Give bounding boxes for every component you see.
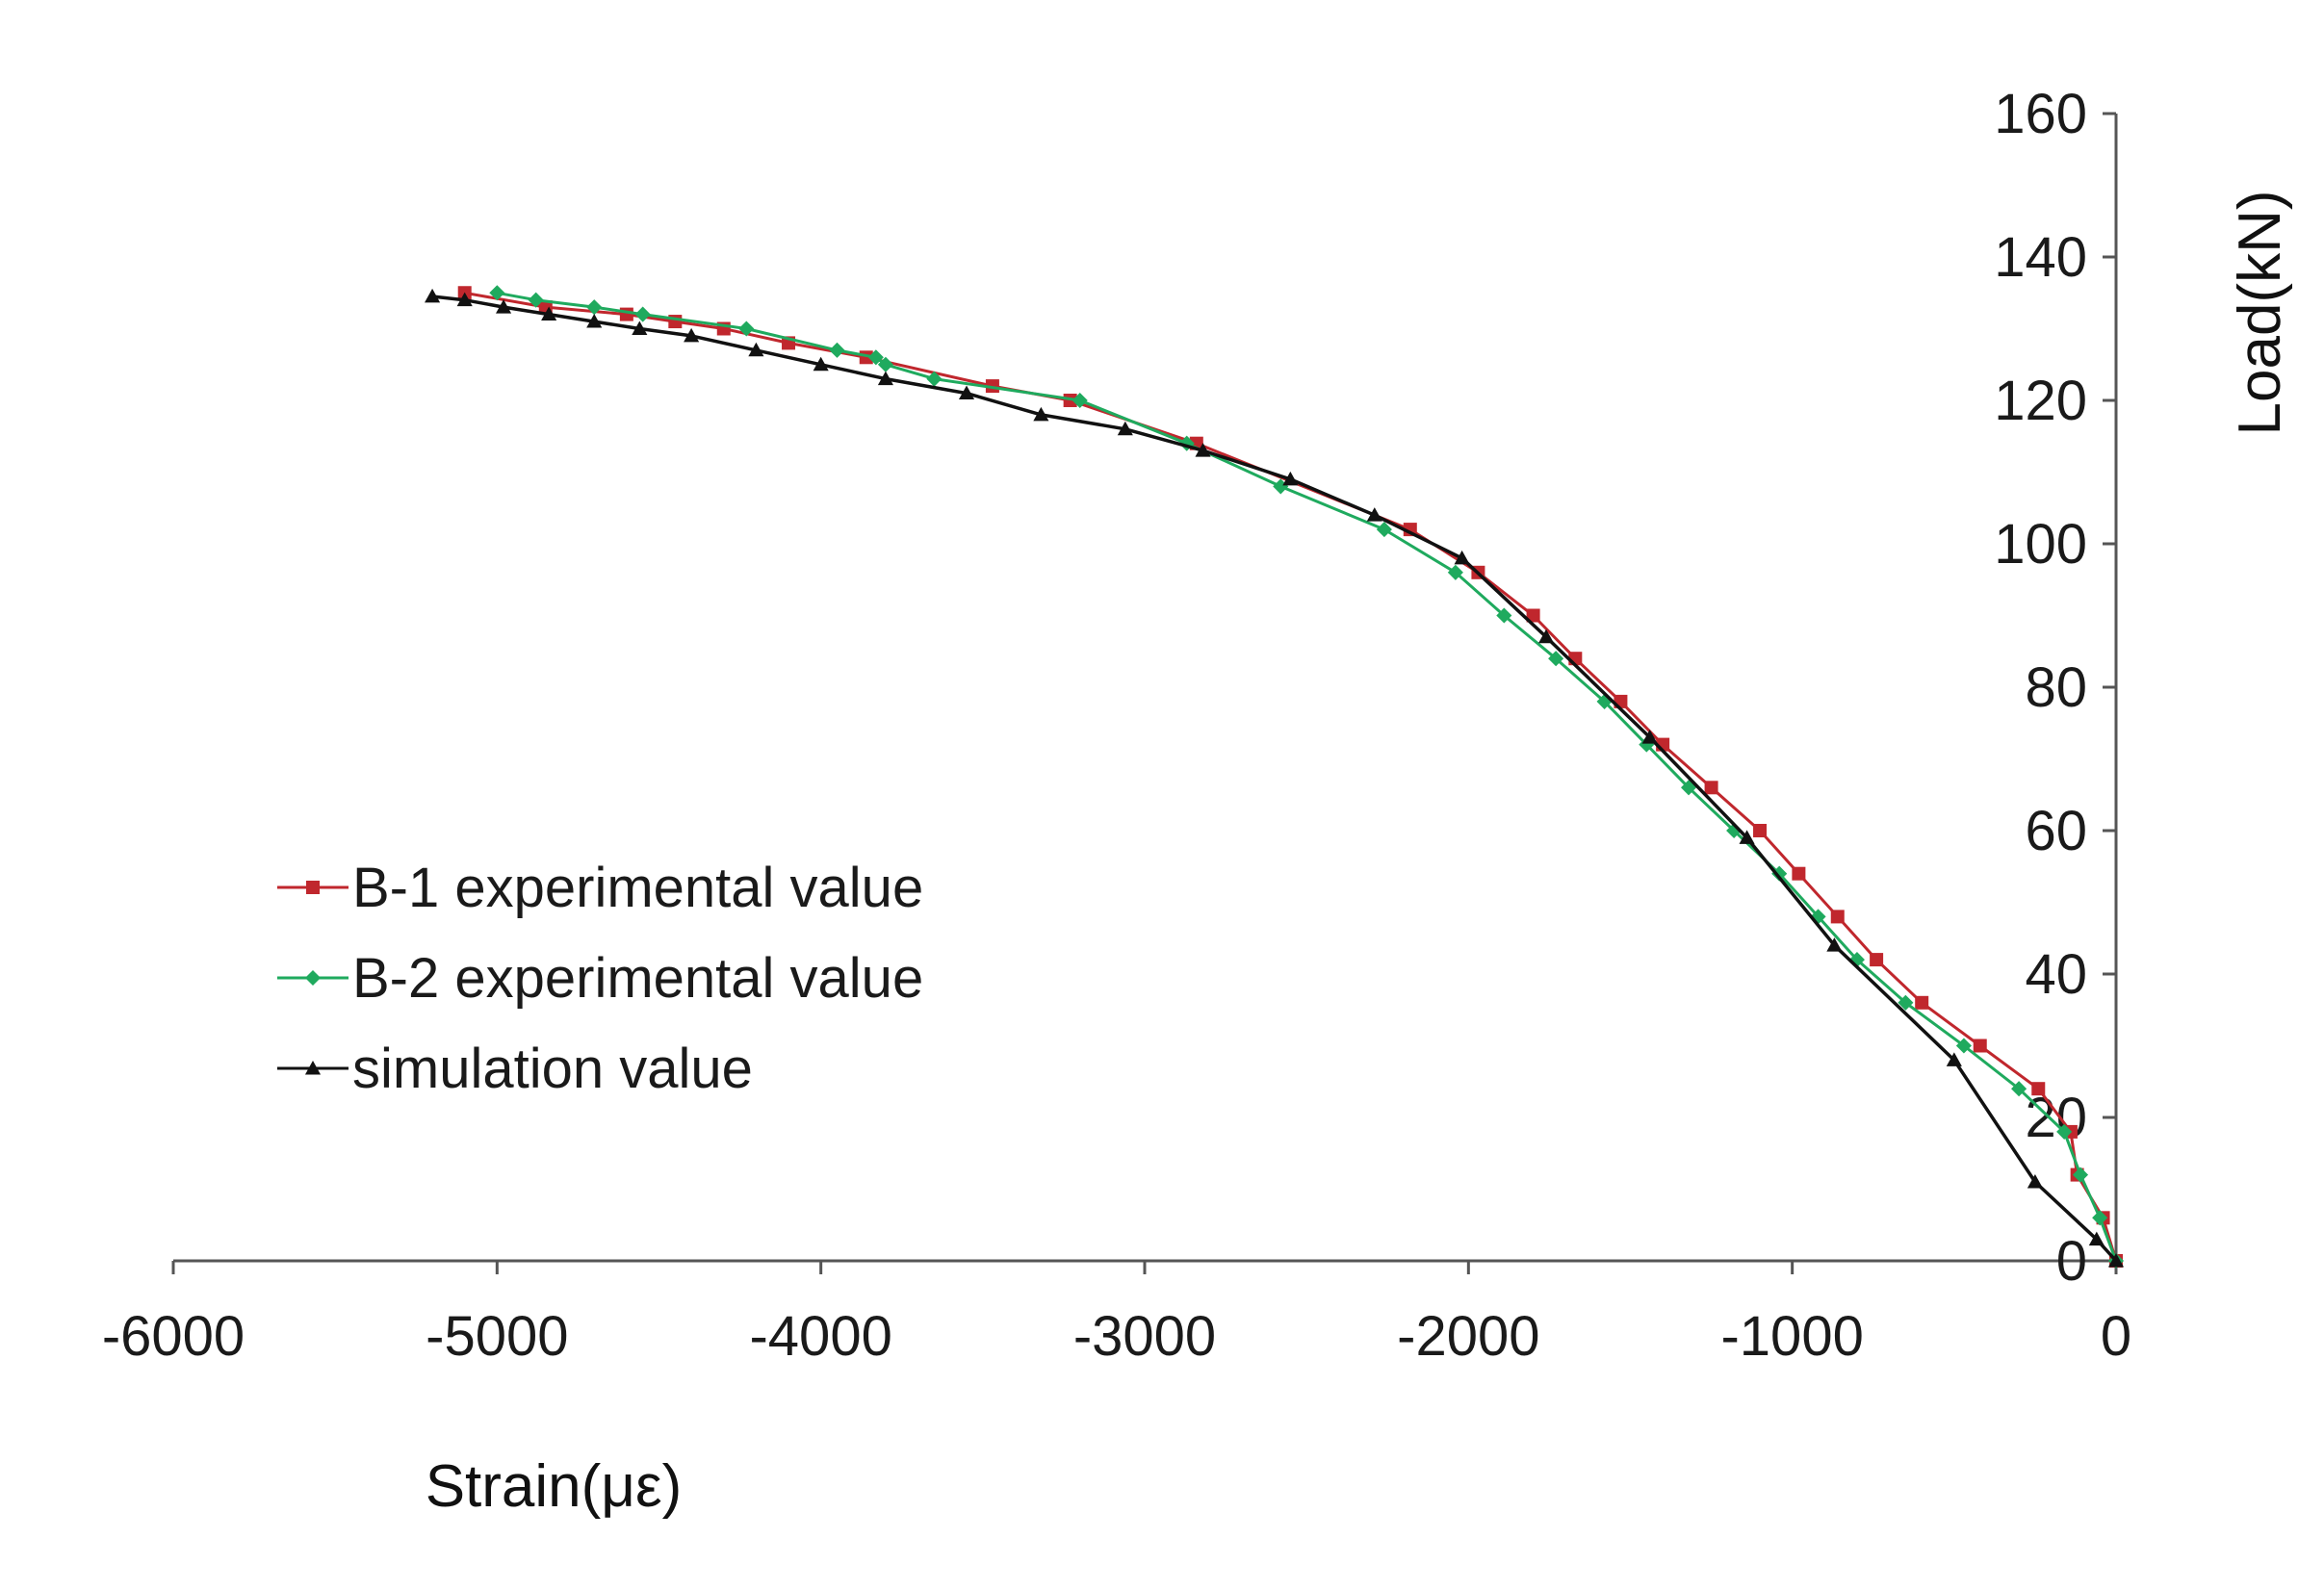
legend-label: B-1 experimental value (352, 857, 923, 919)
series-b1 (457, 286, 2123, 1268)
series-b1-point (1526, 608, 1540, 623)
series-b1-point (1753, 824, 1768, 837)
series-simulation-point (1366, 507, 1382, 522)
series-b2-point (528, 292, 544, 308)
y-tick-label: 120 (1994, 370, 2087, 432)
y-tick-label: 60 (2025, 800, 2087, 862)
series-simulation-point (1282, 471, 1299, 486)
series-simulation (425, 288, 2125, 1268)
series-b2-point (1898, 994, 1914, 1011)
series-b1-point (1973, 1039, 1987, 1053)
series-b2-point (2056, 1123, 2073, 1140)
series-simulation-point (632, 321, 648, 335)
legend-item-b1: B-1 experimental value (277, 857, 923, 919)
y-tick-label: 20 (2025, 1087, 2087, 1149)
series-simulation-point (877, 371, 893, 386)
legend-label: B-2 experimental value (352, 947, 923, 1010)
legend-item-simulation: simulation value (277, 1038, 753, 1100)
series-simulation-point (748, 342, 764, 357)
x-tick-label: -3000 (1073, 1305, 1216, 1368)
legend: B-1 experimental value B-2 experimental v… (277, 857, 923, 1100)
series-b2-point (2092, 1210, 2108, 1226)
series-b2-point (1955, 1038, 1972, 1054)
series-b1-point (2031, 1082, 2046, 1096)
series-simulation-point (456, 292, 473, 307)
series-simulation-point (1117, 421, 1133, 436)
series-b2-point (1548, 651, 1564, 667)
y-tick-label: 40 (2025, 943, 2087, 1006)
series-simulation-point (1195, 443, 1211, 457)
series-simulation-point (813, 356, 829, 372)
x-tick-label: 0 (2101, 1305, 2131, 1368)
series-b2-point (1496, 607, 1512, 624)
x-tick-label: -5000 (426, 1305, 568, 1368)
series-simulation-point (684, 327, 700, 343)
series-b1-point (1870, 953, 1884, 967)
series-b1-line (464, 291, 2118, 1262)
series-b2-point (1771, 865, 1788, 882)
series-b2 (489, 285, 2125, 1269)
series-simulation-point (425, 288, 441, 303)
series-b2-point (877, 356, 893, 372)
legend-swatch-marker (304, 969, 322, 987)
series-simulation-point (2027, 1174, 2043, 1189)
y-tick-label: 160 (1994, 83, 2087, 145)
series-simulation-point (1641, 730, 1658, 744)
x-axis-ticks: -6000 -5000 -4000 -3000 -2000 -1000 0 (102, 1261, 2131, 1368)
plot-series (425, 285, 2125, 1269)
y-tick-label: 100 (1994, 513, 2087, 576)
series-simulation-point (496, 299, 512, 314)
x-tick-label: -4000 (749, 1305, 891, 1368)
series-simulation-point (958, 385, 975, 399)
series-simulation-point (1946, 1052, 1962, 1066)
legend-item-b2: B-2 experimental value (277, 947, 923, 1010)
series-b2-point (489, 285, 505, 301)
series-b1-point (1704, 781, 1718, 795)
series-simulation-point (541, 306, 557, 321)
series-simulation-point (586, 314, 603, 328)
y-axis-ticks: 0 20 40 60 80 100 120 140 160 (1994, 83, 2116, 1293)
y-tick-label: 80 (2025, 656, 2087, 719)
series-simulation-point (1454, 550, 1470, 565)
y-tick-label: 0 (2056, 1230, 2087, 1293)
series-b2-point (867, 349, 884, 366)
series-simulation-point (2088, 1231, 2105, 1246)
series-b2-point (634, 306, 651, 322)
series-simulation-point (1033, 406, 1049, 422)
y-axis-label: Load(kN) (2227, 191, 2293, 436)
series-b1-point (1792, 866, 1806, 881)
x-tick-label: -2000 (1397, 1305, 1539, 1368)
legend-label: simulation value (352, 1038, 753, 1100)
series-b2-point (829, 342, 845, 358)
series-simulation-point (1538, 628, 1555, 644)
series-simulation-point (1739, 830, 1755, 844)
series-simulation-point (1826, 937, 1843, 952)
x-axis-label: Strain(με) (426, 1453, 683, 1520)
series-b2-point (586, 299, 603, 316)
legend-swatch-marker (306, 881, 320, 894)
series-b2-line (497, 291, 2118, 1262)
series-b2-point (2072, 1167, 2089, 1183)
series-b2-point (738, 321, 755, 337)
series-b2-point (1447, 564, 1463, 580)
series-simulation-point (2107, 1252, 2125, 1268)
series-b1-point (619, 307, 633, 321)
legend-swatch-marker (304, 1060, 322, 1075)
series-simulation-line (431, 295, 2118, 1263)
series-b2-point (926, 371, 943, 387)
series-b2-point (2011, 1081, 2027, 1097)
x-tick-label: -1000 (1720, 1305, 1863, 1368)
y-tick-label: 140 (1994, 226, 2087, 289)
series-b2-point (1072, 392, 1088, 409)
series-b2-point (1376, 522, 1392, 538)
series-b1-point (1830, 910, 1845, 924)
x-tick-label: -6000 (102, 1305, 245, 1368)
series-b1-point (1915, 995, 1929, 1010)
